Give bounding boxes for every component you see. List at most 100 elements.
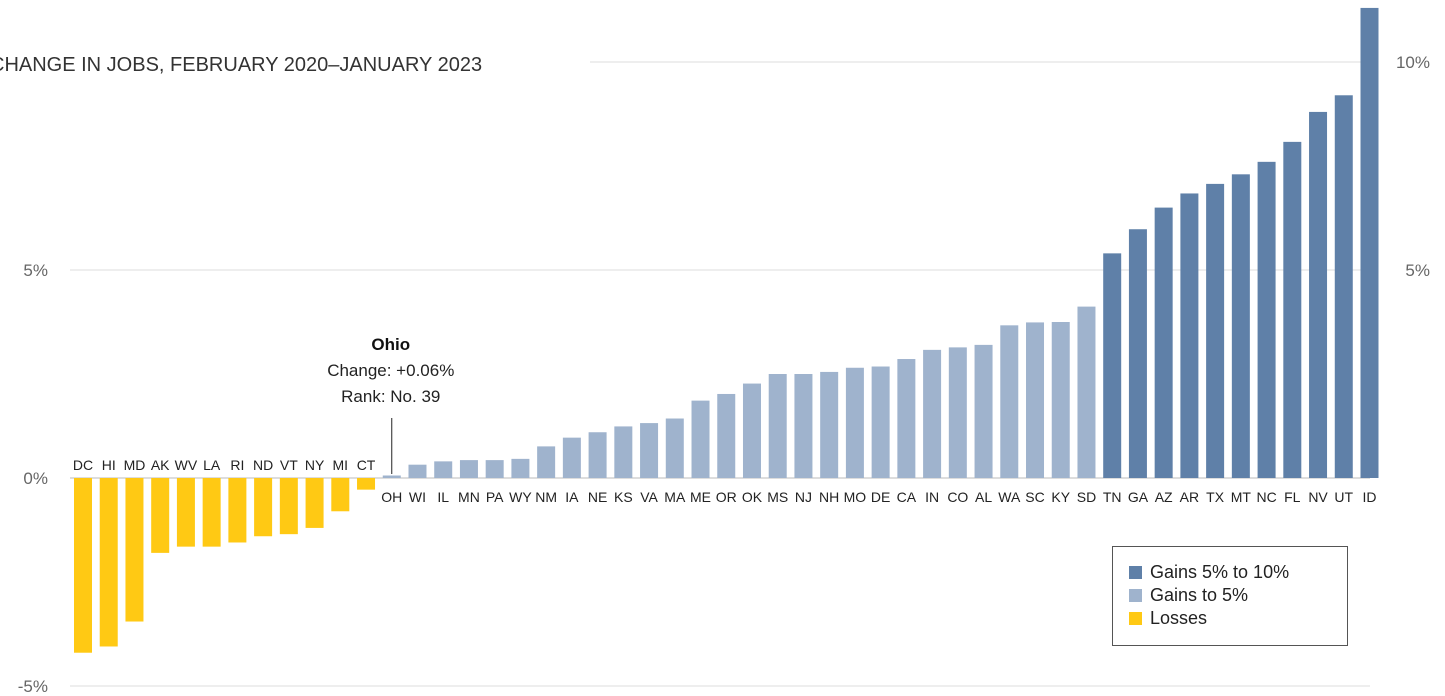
x-tick-or: OR: [716, 489, 737, 505]
x-tick-nj: NJ: [795, 489, 812, 505]
bar-mi: [331, 478, 350, 512]
x-tick-id: ID: [1363, 489, 1377, 505]
x-tick-pa: PA: [486, 489, 504, 505]
x-tick-ma: MA: [664, 489, 686, 505]
x-tick-ak: AK: [151, 457, 170, 473]
annotation-rank: Rank: No. 39: [341, 387, 440, 406]
x-tick-vt: VT: [280, 457, 298, 473]
chart-title: CHANGE IN JOBS, FEBRUARY 2020–JANUARY 20…: [0, 54, 482, 76]
bar-tn: [1103, 253, 1122, 478]
bar-ak: [151, 478, 170, 553]
legend-swatch-gains-high: [1129, 566, 1142, 579]
x-tick-ar: AR: [1180, 489, 1199, 505]
bar-ct: [357, 478, 376, 490]
legend-label-losses: Losses: [1150, 608, 1208, 628]
x-tick-de: DE: [871, 489, 890, 505]
legend-label-gains-low: Gains to 5%: [1150, 585, 1249, 605]
bar-mo: [845, 367, 864, 478]
x-tick-ny: NY: [305, 457, 325, 473]
bar-in: [923, 349, 942, 478]
legend: Gains 5% to 10% Gains to 5% Losses: [1112, 546, 1348, 646]
bar-ok: [742, 383, 761, 478]
x-tick-md: MD: [124, 457, 146, 473]
bar-or: [717, 393, 736, 478]
bar-hi: [99, 478, 118, 647]
x-tick-nm: NM: [535, 489, 557, 505]
legend-item-losses: Losses: [1129, 607, 1347, 630]
bar-nm: [537, 446, 556, 478]
x-tick-tx: TX: [1206, 489, 1225, 505]
x-tick-az: AZ: [1155, 489, 1173, 505]
x-tick-mo: MO: [844, 489, 867, 505]
bar-ms: [768, 374, 787, 478]
bar-wy: [511, 458, 530, 478]
bar-tx: [1206, 183, 1225, 478]
bar-pa: [485, 460, 504, 478]
bar-ia: [562, 437, 581, 478]
bar-oh: [382, 475, 401, 478]
x-tick-me: ME: [690, 489, 711, 505]
bar-wv: [176, 478, 195, 547]
annotation-change: Change: +0.06%: [327, 361, 454, 380]
legend-label-gains-high: Gains 5% to 10%: [1150, 562, 1290, 582]
bar-ky: [1051, 322, 1070, 478]
x-tick-wa: WA: [998, 489, 1021, 505]
x-tick-dc: DC: [73, 457, 93, 473]
x-tick-wy: WY: [509, 489, 532, 505]
x-tick-nv: NV: [1308, 489, 1328, 505]
bar-md: [125, 478, 144, 622]
legend-swatch-gains-low: [1129, 589, 1142, 602]
x-tick-ct: CT: [357, 457, 376, 473]
x-tick-hi: HI: [102, 457, 116, 473]
bar-dc: [74, 478, 92, 653]
bar-id: [1360, 7, 1379, 478]
y-axis-ticks: -5% 0% 5% 5% 10%: [18, 53, 1430, 696]
x-tick-mi: MI: [333, 457, 349, 473]
bar-ne: [588, 432, 607, 478]
bar-ma: [665, 418, 684, 478]
x-tick-il: IL: [437, 489, 449, 505]
x-tick-wv: WV: [175, 457, 198, 473]
x-tick-va: VA: [640, 489, 658, 505]
x-tick-ca: CA: [897, 489, 917, 505]
bar-wi: [408, 464, 427, 478]
x-tick-ia: IA: [565, 489, 579, 505]
x-tick-nh: NH: [819, 489, 839, 505]
bar-ks: [614, 426, 633, 478]
x-tick-ok: OK: [742, 489, 763, 505]
bar-fl: [1283, 141, 1302, 478]
title-backdrop: [0, 44, 590, 84]
x-tick-tn: TN: [1103, 489, 1122, 505]
bar-la: [202, 478, 221, 547]
x-tick-ks: KS: [614, 489, 633, 505]
x-tick-in: IN: [925, 489, 939, 505]
bar-mt: [1231, 174, 1250, 478]
x-tick-fl: FL: [1284, 489, 1301, 505]
bar-nd: [254, 478, 273, 537]
ohio-annotation: Ohio Change: +0.06% Rank: No. 39: [327, 335, 454, 474]
x-tick-wi: WI: [409, 489, 426, 505]
x-tick-ms: MS: [767, 489, 788, 505]
x-tick-co: CO: [947, 489, 968, 505]
bar-ny: [305, 478, 324, 528]
x-tick-al: AL: [975, 489, 992, 505]
bar-al: [974, 344, 993, 478]
bar-ri: [228, 478, 247, 543]
y-tick-left: 0%: [23, 469, 48, 488]
x-tick-sd: SD: [1077, 489, 1096, 505]
legend-item-gains-low: Gains to 5%: [1129, 584, 1347, 607]
x-tick-oh: OH: [381, 489, 402, 505]
annotation-title: Ohio: [371, 335, 410, 354]
bar-me: [691, 400, 710, 478]
bar-vt: [279, 478, 298, 535]
bars: [74, 7, 1379, 653]
y-tick-left: 5%: [23, 261, 48, 280]
x-tick-la: LA: [203, 457, 221, 473]
x-tick-mt: MT: [1231, 489, 1252, 505]
bar-sd: [1077, 306, 1096, 478]
bar-ut: [1334, 95, 1353, 478]
bar-nj: [794, 374, 813, 478]
bar-mn: [459, 460, 478, 478]
bar-ar: [1180, 193, 1199, 478]
category-labels: DC HI MD AK WV LA RI ND VT NY MI CT OH WI IL MN PA WY NM IA…: [73, 457, 1377, 505]
